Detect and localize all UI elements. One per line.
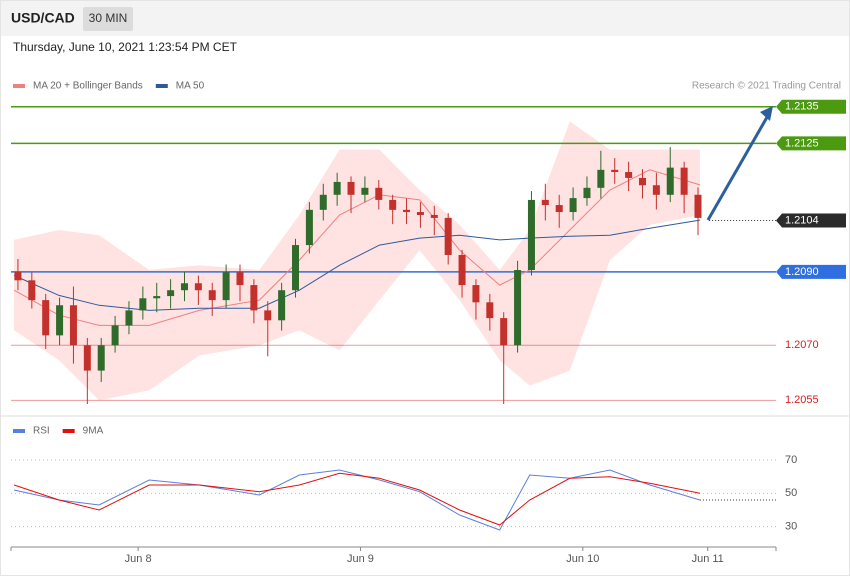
level-tag — [776, 213, 846, 228]
level-label: 1.2104 — [785, 214, 819, 226]
candle-body — [236, 272, 244, 286]
legend-label: MA 50 — [176, 81, 205, 92]
y-tick-label: 70 — [785, 454, 797, 466]
candle-body — [97, 345, 105, 371]
candle-body — [83, 345, 91, 371]
candle-body — [486, 302, 494, 319]
candle-body — [250, 285, 258, 311]
level-label: 1.2055 — [785, 394, 819, 406]
projection-arrow — [706, 111, 772, 221]
candle-body — [264, 310, 272, 321]
candle-body — [472, 285, 480, 303]
legend-swatch — [13, 84, 25, 88]
candle-body — [222, 272, 230, 301]
level-tag — [776, 99, 846, 114]
x-tick-label: Jun 10 — [566, 553, 599, 565]
legend-swatch — [13, 429, 25, 433]
level-tag — [776, 136, 846, 151]
candle-body — [666, 167, 674, 195]
candle-body — [375, 187, 383, 200]
candle-body — [292, 245, 300, 291]
candle-body — [333, 181, 341, 195]
header-bar — [0, 0, 850, 36]
candle-body — [597, 169, 605, 188]
attribution: Research © 2021 Trading Central — [692, 81, 841, 92]
candle-body — [514, 270, 522, 346]
candle-body — [167, 290, 175, 297]
candle-body — [611, 169, 619, 173]
candle-body — [180, 283, 188, 291]
candle-body — [28, 280, 36, 301]
candle-body — [319, 194, 327, 210]
projection-arrow-head — [760, 106, 773, 121]
y-tick-label: 30 — [785, 521, 797, 533]
candle-body — [638, 177, 646, 186]
candle-body — [14, 271, 22, 281]
level-label: 1.2135 — [785, 101, 819, 113]
candle-body — [389, 199, 397, 210]
candle-body — [680, 167, 688, 195]
candle-body — [347, 181, 355, 195]
candle-body — [583, 187, 591, 199]
candle-body — [278, 290, 286, 321]
candle-body — [69, 305, 77, 346]
candle-body — [139, 298, 147, 311]
candle-body — [652, 185, 660, 195]
candle-body — [500, 318, 508, 346]
candle-body — [625, 172, 633, 178]
legend-label: 9MA — [83, 426, 104, 437]
candle-body — [361, 187, 369, 195]
candle-body — [694, 194, 702, 218]
candle-body — [208, 290, 216, 301]
candle-body — [305, 209, 313, 246]
candle-body — [125, 310, 133, 326]
level-tag — [776, 264, 846, 279]
level-label: 1.2090 — [785, 266, 819, 278]
x-tick-label: Jun 9 — [347, 553, 374, 565]
symbol: USD/CAD — [11, 10, 75, 26]
bollinger-band — [14, 121, 700, 401]
candle-body — [555, 205, 563, 213]
level-label: 1.2125 — [785, 137, 819, 149]
candle-body — [194, 283, 202, 291]
candle-body — [430, 214, 438, 218]
x-tick-label: Jun 8 — [125, 553, 152, 565]
timeframe[interactable]: 30 MIN — [89, 11, 128, 25]
candle-body — [458, 254, 466, 286]
line-series — [13, 472, 700, 526]
layers: 1.2135 1.2125 1.2104 1.2090 1.2070 1.2055 MA 2… — [10, 81, 846, 565]
candle-body — [416, 212, 424, 215]
line-series — [13, 469, 701, 531]
moving-average — [13, 219, 700, 311]
candle-body — [111, 325, 119, 346]
y-tick-label: 50 — [785, 487, 797, 499]
legend-swatch — [155, 84, 168, 88]
candle-body — [569, 198, 577, 213]
x-tick-label: Jun 11 — [692, 553, 724, 565]
legend-swatch — [62, 429, 75, 433]
candle-body — [527, 199, 535, 271]
legend-label: RSI — [33, 426, 50, 437]
level-label: 1.2070 — [785, 339, 819, 351]
datetime: Thursday, June 10, 2021 1:23:54 PM CET — [13, 40, 238, 54]
candle-body — [153, 296, 161, 299]
candle-body — [56, 305, 64, 336]
candle-body — [42, 300, 50, 336]
candle-body — [403, 209, 411, 213]
legend-label: MA 20 + Bollinger Bands — [33, 81, 143, 92]
candle-body — [444, 217, 452, 255]
candle-body — [541, 199, 549, 206]
timeframe-button[interactable] — [83, 7, 133, 31]
